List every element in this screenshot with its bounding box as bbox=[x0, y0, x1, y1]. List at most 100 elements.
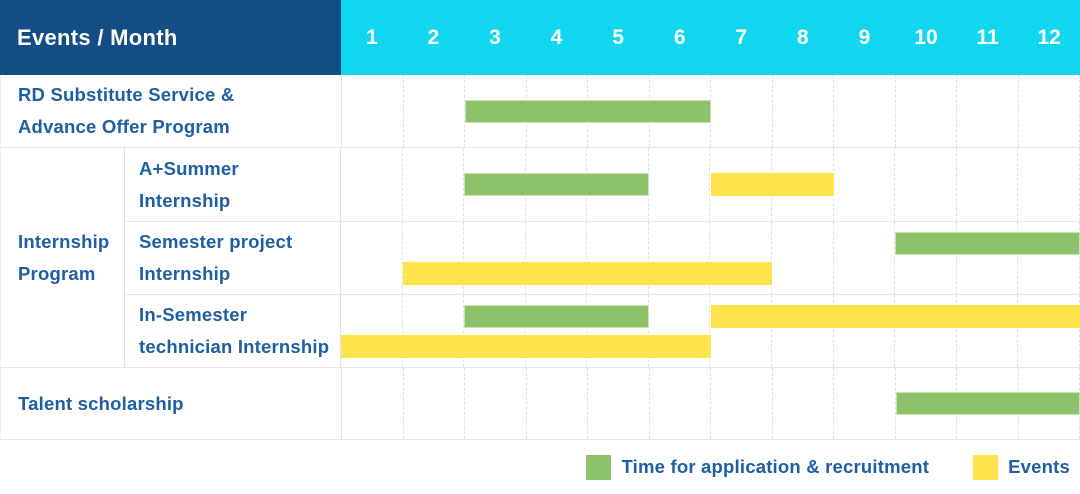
legend-label-application: Time for application & recruitment bbox=[621, 456, 930, 477]
row-label: Talent scholarship bbox=[1, 368, 342, 439]
month-grid-cell bbox=[957, 222, 1019, 294]
month-grid-cell bbox=[772, 222, 834, 294]
event-bar bbox=[341, 335, 711, 358]
group-label-line: Internship bbox=[18, 230, 110, 252]
month-grid-cell bbox=[772, 295, 834, 367]
subrow-label-line: Internship bbox=[139, 263, 231, 284]
row-label-line: Talent scholarship bbox=[18, 392, 184, 414]
month-header-label: 12 bbox=[1037, 25, 1061, 49]
month-header-label: 2 bbox=[427, 25, 440, 49]
group-subrows: A+Summer Internship Semester project Intern… bbox=[125, 148, 1080, 367]
month-header-label: 1 bbox=[365, 25, 378, 49]
month-grid-cell bbox=[895, 222, 957, 294]
month-grid-cell bbox=[341, 295, 403, 367]
month-grid-cell bbox=[834, 295, 896, 367]
application-recruitment-bar bbox=[464, 173, 649, 196]
month-grid-cell bbox=[403, 148, 465, 221]
month-grid-cell bbox=[341, 222, 403, 294]
month-grid-cell bbox=[895, 148, 957, 221]
month-grid-cell bbox=[341, 148, 403, 221]
legend-swatch-events-icon bbox=[973, 454, 999, 480]
month-grid-cell bbox=[957, 295, 1019, 367]
month-grid-cell bbox=[403, 295, 465, 367]
subrow-label: A+Summer Internship bbox=[125, 148, 341, 221]
chart-body: RD Substitute Service & Advance Offer Pro… bbox=[0, 75, 1080, 440]
legend: Time for application & recruitment Event… bbox=[0, 440, 1080, 494]
month-header-label: 4 bbox=[550, 25, 563, 49]
application-recruitment-bar bbox=[464, 305, 649, 328]
subrow-label-line: technician Internship bbox=[139, 336, 330, 357]
month-grid-cell bbox=[649, 148, 711, 221]
month-header-label: 3 bbox=[489, 25, 501, 49]
month-grid-cell bbox=[710, 295, 773, 367]
month-grid-cell bbox=[650, 368, 711, 439]
month-grid-cell bbox=[464, 295, 526, 367]
table-subrow: In-Semester technician Internship bbox=[125, 295, 1080, 367]
month-grid-cell bbox=[465, 368, 527, 439]
month-grid-cell bbox=[464, 222, 526, 294]
month-grid-cell bbox=[710, 222, 773, 294]
month-grid-cell bbox=[649, 222, 711, 294]
subrow-label-line: Semester project bbox=[139, 231, 293, 252]
application-recruitment-bar bbox=[895, 232, 1080, 255]
month-grid-cell bbox=[588, 368, 650, 439]
month-header-label: 9 bbox=[858, 25, 871, 49]
group-label: Internship Program bbox=[1, 148, 125, 367]
month-grid-cell bbox=[342, 368, 404, 439]
month-grid-cell bbox=[587, 222, 649, 294]
subrow-label: In-Semester technician Internship bbox=[125, 295, 341, 367]
month-grid-cell bbox=[403, 222, 465, 294]
month-header-label: 8 bbox=[796, 25, 809, 49]
month-grid-cell bbox=[649, 295, 711, 367]
month-grid-cell bbox=[957, 148, 1019, 221]
month-grid bbox=[341, 295, 1080, 367]
month-header-label: 10 bbox=[914, 25, 938, 49]
row-label-line: RD Substitute Service & bbox=[18, 84, 235, 105]
subrow-label-line: In-Semester bbox=[139, 304, 248, 325]
month-grid-cell bbox=[1018, 295, 1080, 367]
subrow-label: Semester project Internship bbox=[125, 222, 341, 294]
month-header-label: 7 bbox=[735, 25, 748, 49]
row-label-line: Advance Offer Program bbox=[18, 116, 230, 137]
header-row: Events / Month 1 2 3 4 5 6 7 8 9 10 11 12 bbox=[0, 0, 1080, 75]
month-grid-cell bbox=[957, 75, 1019, 147]
month-grid-cell bbox=[773, 75, 834, 147]
subrow-label-line: Internship bbox=[139, 189, 231, 211]
month-grid bbox=[342, 75, 1080, 147]
legend-swatch-application-icon bbox=[586, 454, 612, 480]
month-grid bbox=[342, 368, 1080, 439]
month-grid-cell bbox=[404, 368, 465, 439]
event-bar bbox=[402, 262, 773, 285]
month-grid bbox=[341, 222, 1080, 294]
legend-label-events: Events bbox=[1008, 456, 1070, 477]
month-grid-cell bbox=[834, 368, 896, 439]
subrow-label-line: A+Summer bbox=[139, 157, 239, 179]
month-grid-cell bbox=[896, 75, 957, 147]
month-grid-cell bbox=[1018, 148, 1080, 221]
month-grid-cell bbox=[711, 75, 773, 147]
table-row: RD Substitute Service & Advance Offer Pro… bbox=[1, 75, 1080, 148]
month-header-label: 11 bbox=[976, 25, 999, 49]
month-grid-cell bbox=[834, 148, 896, 221]
application-recruitment-bar bbox=[895, 392, 1080, 415]
event-bar bbox=[710, 305, 1080, 328]
month-grid-cell bbox=[526, 295, 588, 367]
row-label: RD Substitute Service & Advance Offer Pro… bbox=[1, 75, 342, 147]
table-subrow: A+Summer Internship bbox=[125, 148, 1080, 222]
month-grid-cell bbox=[711, 368, 773, 439]
month-grid-cell bbox=[527, 368, 588, 439]
month-grid-cell bbox=[834, 75, 896, 147]
month-grid-cell bbox=[895, 295, 957, 367]
header-title: Events / Month bbox=[0, 0, 341, 75]
group-label-line: Program bbox=[18, 262, 96, 284]
month-grid-cell bbox=[773, 368, 834, 439]
month-grid-cell bbox=[526, 222, 588, 294]
application-recruitment-bar bbox=[465, 99, 711, 123]
month-grid-cell bbox=[1019, 75, 1080, 147]
month-header-strip: 1 2 3 4 5 6 7 8 9 10 11 12 bbox=[341, 0, 1080, 75]
month-grid-cell bbox=[1018, 222, 1080, 294]
table-group-row: Internship Program A+Summer Internship Semes… bbox=[1, 148, 1080, 368]
table-subrow: Semester project Internship bbox=[125, 222, 1080, 295]
table-row: Talent scholarship bbox=[1, 368, 1080, 440]
